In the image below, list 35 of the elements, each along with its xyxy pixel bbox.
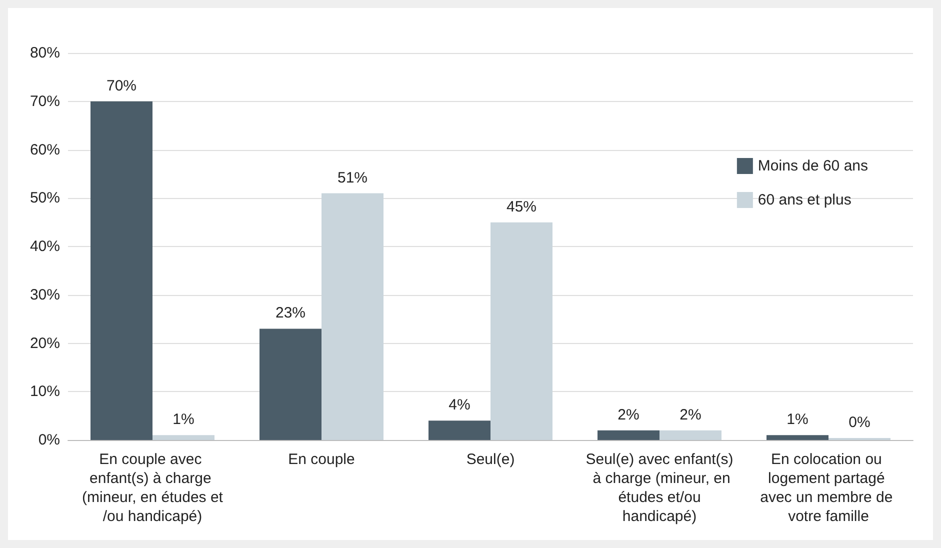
data-label: 2% <box>618 406 640 424</box>
x-tick-label: En colocation ou logement partagé avec un membre de votre famille <box>760 451 897 525</box>
y-tick-label: 20% <box>30 334 60 352</box>
data-label: 23% <box>275 304 306 322</box>
x-tick-label: Seul(e) avec enfant(s) à charge (mineur, en études et/ou handicapé) <box>586 451 734 525</box>
y-tick-label: 40% <box>30 238 60 255</box>
y-tick-label: 10% <box>30 383 60 400</box>
data-label: 4% <box>448 396 470 414</box>
y-tick-label: 70% <box>30 92 60 110</box>
bar <box>428 420 490 440</box>
y-tick-label: 60% <box>30 141 60 158</box>
data-label: 1% <box>172 411 194 428</box>
x-tick-label: En couple avec enfant(s) à charge (mineur, en études et/ou handicapé) <box>82 451 224 525</box>
y-tick-label: 0% <box>38 432 60 448</box>
bar <box>766 435 828 440</box>
x-tick-label: Seul(e) <box>466 451 515 468</box>
data-label: 45% <box>506 198 537 216</box>
data-label: 0% <box>848 414 870 431</box>
bar <box>260 328 322 440</box>
data-label: 70% <box>106 77 137 94</box>
bar <box>322 193 384 440</box>
bar <box>90 101 152 440</box>
x-tick-label: En couple <box>288 451 355 468</box>
legend-label: Moins de 60 ans <box>758 158 868 174</box>
data-label: 51% <box>337 169 368 186</box>
bar <box>660 430 722 440</box>
bar <box>152 435 214 440</box>
y-tick-label: 80% <box>30 44 60 62</box>
legend-label: 60 ans et plus <box>758 192 852 208</box>
y-tick-label: 50% <box>30 190 60 207</box>
bar <box>598 430 660 440</box>
data-label: 2% <box>680 406 702 424</box>
data-label: 1% <box>786 411 808 428</box>
y-tick-label: 30% <box>30 286 60 304</box>
bar <box>490 222 552 440</box>
